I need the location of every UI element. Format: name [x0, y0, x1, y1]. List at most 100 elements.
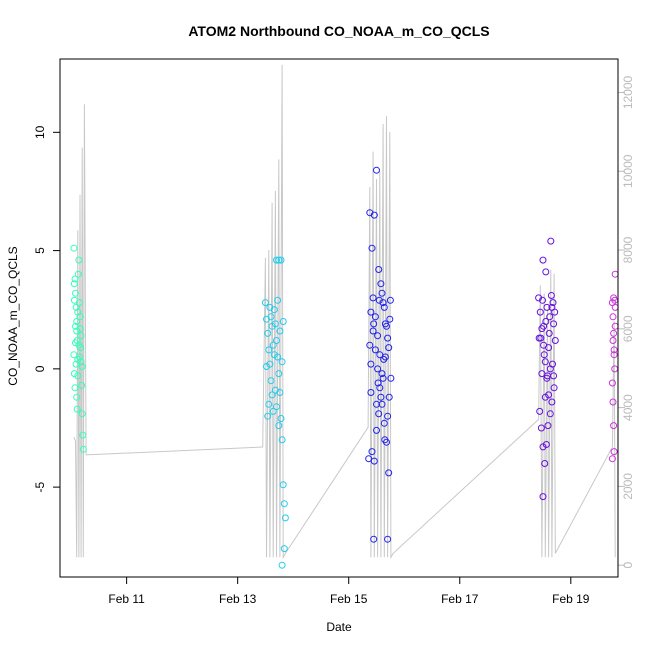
data-point: [375, 296, 383, 304]
data-point: [269, 407, 277, 415]
data-point: [268, 391, 276, 399]
data-point: [279, 318, 287, 325]
data-point: [370, 320, 378, 328]
data-point: [380, 355, 388, 363]
data-point: [545, 344, 553, 352]
data-point: [271, 386, 279, 394]
data-point: [265, 346, 273, 354]
data-point: [278, 436, 286, 444]
data-point: [274, 296, 282, 304]
data-point: [609, 398, 617, 406]
x-tick-label: Feb 15: [330, 592, 368, 606]
data-point: [276, 327, 284, 335]
data-point: [264, 329, 272, 337]
y2-tick-label: 2000: [621, 473, 635, 500]
data-point: [536, 407, 544, 415]
data-point: [543, 303, 551, 311]
data-point: [609, 337, 617, 344]
data-point: [551, 337, 559, 344]
points-layer: [70, 166, 619, 569]
data-point: [273, 403, 280, 411]
data-point: [386, 315, 394, 323]
data-point: [278, 561, 286, 569]
data-point: [541, 358, 549, 366]
data-point: [79, 445, 87, 453]
data-point: [72, 339, 79, 347]
data-point: [387, 374, 395, 382]
data-point: [551, 308, 559, 316]
data-point: [610, 422, 618, 430]
data-point: [72, 303, 80, 311]
data-point: [549, 299, 557, 307]
data-point: [611, 322, 619, 330]
data-point: [261, 299, 269, 307]
data-point: [70, 244, 78, 252]
data-point: [376, 351, 384, 359]
data-point: [368, 244, 376, 252]
y-tick-label: 5: [33, 247, 47, 254]
data-point: [73, 393, 81, 401]
y2-tick-label: 10000: [621, 154, 635, 188]
data-point: [610, 346, 618, 354]
data-point: [278, 358, 286, 366]
data-point: [74, 270, 82, 278]
data-point: [546, 410, 554, 418]
data-point: [385, 393, 393, 401]
data-point: [77, 332, 85, 340]
data-point: [550, 384, 558, 392]
data-point: [367, 389, 375, 396]
altitude-series-line: [73, 64, 616, 560]
data-point: [379, 299, 387, 307]
data-point: [275, 256, 283, 264]
data-point: [384, 535, 392, 543]
data-point: [380, 303, 388, 311]
data-point: [370, 211, 378, 219]
x-tick-label: Feb 17: [441, 592, 479, 606]
data-point: [273, 256, 280, 264]
data-point: [371, 346, 379, 354]
data-point: [375, 266, 383, 273]
data-point: [264, 412, 272, 420]
data-point: [370, 535, 378, 543]
data-point: [611, 303, 619, 311]
data-point: [71, 275, 79, 283]
data-point: [371, 313, 379, 321]
x-tick-label: Feb 19: [552, 592, 590, 606]
data-point: [538, 370, 546, 378]
y-axis-label: CO_NOAA_m_CO_QCLS: [6, 246, 20, 385]
data-point: [79, 431, 87, 439]
y2-tick-label: 8000: [621, 236, 635, 263]
data-point: [380, 419, 388, 427]
data-point: [367, 360, 375, 368]
y-tick-label: 10: [33, 125, 47, 139]
data-point: [381, 436, 389, 444]
data-point: [610, 294, 618, 302]
data-point: [609, 313, 617, 321]
data-point: [280, 545, 288, 553]
data-point: [268, 322, 276, 330]
data-point: [542, 268, 550, 276]
data-point: [548, 398, 556, 406]
data-point: [373, 400, 380, 408]
data-point: [78, 381, 86, 389]
data-point: [279, 481, 287, 489]
data-point: [72, 289, 79, 297]
data-point: [376, 384, 384, 392]
chart-title: ATOM2 Northbound CO_NOAA_m_CO_QCLS: [188, 23, 489, 39]
data-point: [367, 308, 375, 316]
data-point: [366, 341, 374, 349]
data-point: [385, 469, 393, 477]
data-point: [281, 514, 289, 522]
data-point: [377, 393, 385, 401]
data-point: [270, 351, 278, 359]
data-point: [378, 289, 386, 297]
data-point: [610, 329, 618, 337]
data-point: [263, 363, 270, 370]
y-tick-label: -5: [33, 481, 47, 492]
data-point: [384, 334, 392, 342]
data-point: [368, 448, 376, 456]
data-point: [375, 410, 383, 418]
data-point: [378, 370, 386, 378]
data-point: [275, 422, 283, 430]
data-point: [373, 166, 380, 174]
